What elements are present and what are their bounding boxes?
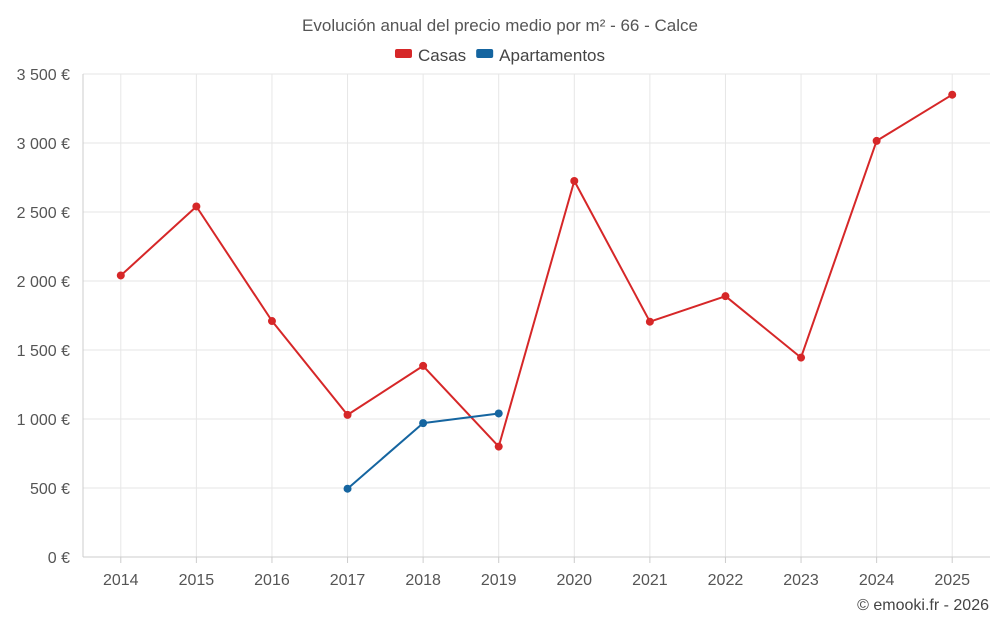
x-axis: 2014 2015 2016 2017 2018 2019 2020 2021 2022 2023…	[83, 556, 990, 589]
y-tick-label: 1 500 €	[17, 343, 70, 360]
data-point-casas[interactable]	[192, 202, 201, 211]
legend: Casas Apartamentos	[394, 46, 605, 65]
x-tick-label: 2024	[859, 572, 895, 589]
x-tick-label: 2014	[103, 572, 139, 589]
x-tick-label: 2020	[556, 572, 592, 589]
legend-swatch	[394, 49, 412, 58]
legend-label: Apartamentos	[499, 46, 605, 65]
legend-item-apartamentos[interactable]: Apartamentos	[476, 46, 605, 65]
y-tick-label: 2 500 €	[17, 205, 70, 222]
data-point-apartamentos[interactable]	[343, 484, 352, 493]
data-point-casas[interactable]	[494, 442, 503, 451]
x-tick-label: 2016	[254, 572, 290, 589]
data-point-casas[interactable]	[645, 317, 654, 326]
y-tick-label: 3 500 €	[17, 67, 70, 84]
data-point-casas[interactable]	[872, 136, 881, 145]
y-tick-label: 500 €	[30, 481, 70, 498]
y-axis: 0 € 500 € 1 000 € 1 500 € 2 000 € 2 500 € 3 00…	[17, 67, 84, 567]
data-point-casas[interactable]	[570, 176, 579, 185]
x-tick-label: 2023	[783, 572, 819, 589]
credit-text: © emooki.fr - 2026	[857, 597, 989, 614]
data-point-casas[interactable]	[116, 271, 125, 280]
data-point-casas[interactable]	[267, 317, 276, 326]
data-point-apartamentos[interactable]	[494, 409, 503, 418]
legend-item-casas[interactable]: Casas	[394, 46, 466, 65]
series-layer	[116, 90, 957, 493]
legend-swatch	[476, 49, 494, 58]
x-tick-label: 2019	[481, 572, 517, 589]
x-tick-label: 2015	[179, 572, 215, 589]
chart-title: Evolución anual del precio medio por m² …	[302, 16, 698, 35]
x-tick-label: 2025	[934, 572, 970, 589]
data-point-casas[interactable]	[797, 353, 806, 362]
x-tick-label: 2018	[405, 572, 441, 589]
data-point-casas[interactable]	[343, 410, 352, 419]
data-point-apartamentos[interactable]	[419, 419, 428, 428]
data-point-casas[interactable]	[419, 361, 428, 370]
data-point-casas[interactable]	[948, 90, 957, 99]
y-tick-label: 1 000 €	[17, 412, 70, 429]
y-tick-label: 3 000 €	[17, 136, 70, 153]
data-point-casas[interactable]	[721, 292, 730, 301]
y-tick-label: 2 000 €	[17, 274, 70, 291]
x-tick-label: 2021	[632, 572, 668, 589]
series-line-casas	[120, 93, 953, 448]
x-tick-label: 2022	[708, 572, 744, 589]
y-tick-label: 0 €	[48, 550, 70, 567]
legend-label: Casas	[418, 46, 466, 65]
grid	[83, 73, 990, 557]
x-tick-label: 2017	[330, 572, 366, 589]
